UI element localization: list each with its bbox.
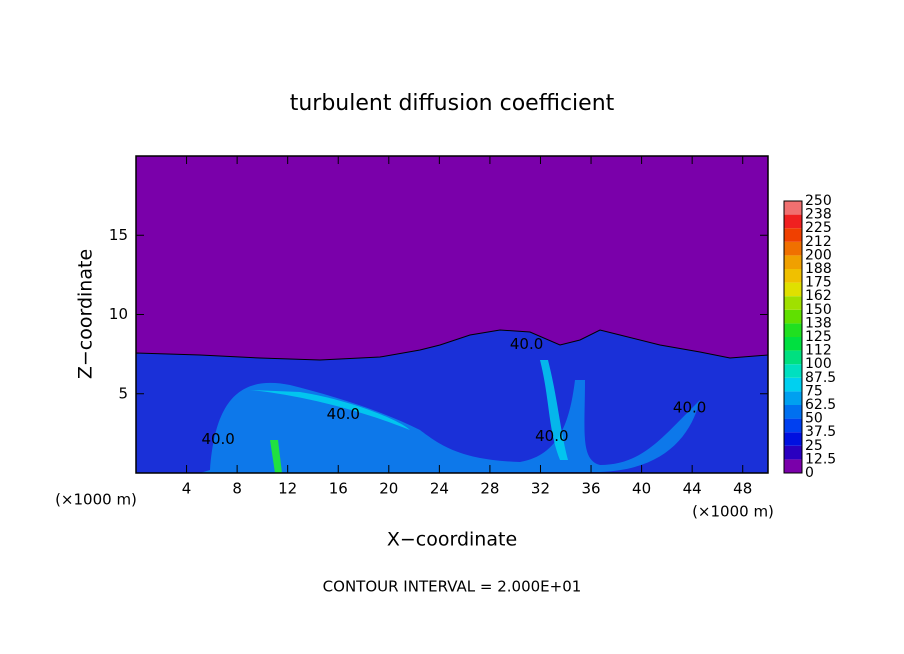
colorbar-segment	[784, 405, 802, 419]
colorbar-label: 162	[805, 288, 832, 304]
colorbar-segment	[784, 391, 802, 405]
colorbar-label: 75	[805, 383, 823, 399]
colorbar-label: 62.5	[805, 397, 836, 413]
contour-label: 40.0	[535, 427, 568, 445]
x-tick-label: 48	[733, 480, 752, 498]
x-tick-label: 12	[278, 480, 297, 498]
colorbar-frame	[783, 200, 803, 474]
colorbar-segment	[784, 350, 802, 365]
colorbar-label: 238	[805, 207, 832, 223]
colorbar-segment	[784, 459, 802, 473]
x-tick-label: 16	[329, 480, 348, 498]
contour-label: 40.0	[673, 399, 706, 417]
colorbar-label: 25	[805, 438, 823, 454]
colorbar-segment	[784, 364, 802, 378]
y-axis-label: Z−coordinate	[75, 249, 97, 379]
colorbar-segment	[784, 445, 802, 460]
colorbar-label: 225	[805, 220, 832, 236]
colorbar-segment	[784, 214, 802, 229]
colorbar-segment	[784, 255, 802, 269]
colorbar-segment	[784, 269, 802, 283]
chart-title: turbulent diffusion coefficient	[290, 91, 615, 116]
colorbar-label: 200	[805, 247, 832, 263]
x-tick-label: 8	[232, 480, 242, 498]
colorbar-segment	[784, 282, 802, 297]
colorbar-label: 125	[805, 329, 832, 345]
field-streak	[270, 440, 282, 473]
x-tick-label: 32	[531, 480, 550, 498]
colorbar-label: 50	[805, 411, 823, 427]
colorbar-label: 37.5	[805, 424, 836, 440]
colorbar-segment	[784, 323, 802, 337]
colorbar-label: 188	[805, 261, 832, 277]
colorbar-label: 12.5	[805, 451, 836, 467]
colorbar-label: 100	[805, 356, 832, 372]
colorbar-label: 87.5	[805, 370, 836, 386]
x-tick-label: 44	[683, 480, 702, 498]
colorbar-segment	[784, 309, 802, 324]
y-tick-label: 15	[109, 226, 128, 244]
colorbar-segment	[784, 337, 802, 351]
y-tick-label: 5	[118, 384, 128, 402]
x-tick-label: 40	[632, 480, 651, 498]
colorbar-segment	[784, 296, 802, 310]
colorbar-segment	[784, 241, 802, 256]
contour-label: 40.0	[510, 335, 543, 353]
colorbar-label: 212	[805, 234, 832, 250]
y-unit-label: (×1000 m)	[55, 491, 137, 509]
colorbar-segment	[784, 377, 802, 392]
y-tick-label: 10	[109, 305, 128, 323]
contour-label: 40.0	[327, 405, 360, 423]
x-axis-label: X−coordinate	[387, 529, 517, 551]
x-tick-label: 36	[581, 480, 600, 498]
x-tick-label: 28	[480, 480, 499, 498]
x-tick-label: 20	[379, 480, 398, 498]
colorbar-segment	[784, 201, 802, 215]
colorbar-label: 112	[805, 343, 832, 359]
colorbar-label: 0	[805, 465, 814, 481]
contour-label: 40.0	[201, 430, 234, 448]
colorbar-label: 138	[805, 315, 832, 331]
x-unit-label: (×1000 m)	[692, 503, 774, 521]
field-streak	[200, 380, 700, 473]
colorbar-label: 150	[805, 302, 832, 318]
footnote: CONTOUR INTERVAL = 2.000E+01	[323, 578, 582, 596]
x-tick-label: 24	[430, 480, 449, 498]
colorbar-segment	[784, 418, 802, 433]
x-tick-label: 4	[182, 480, 192, 498]
field	[135, 156, 769, 474]
colorbar-label: 175	[805, 275, 832, 291]
colorbar-segment	[784, 228, 802, 242]
colorbar-label: 250	[805, 193, 832, 209]
colorbar-segment	[784, 432, 802, 446]
